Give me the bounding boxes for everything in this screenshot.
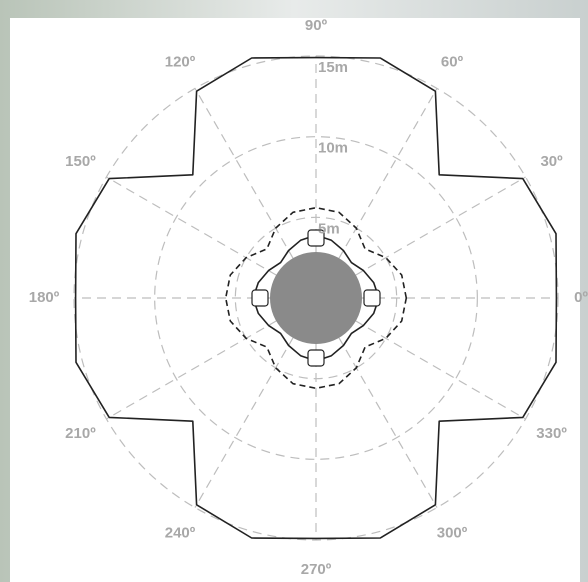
angle-tick-label: 240º [165, 525, 196, 542]
angle-tick-label: 90º [305, 17, 328, 34]
angle-tick-label: 30º [540, 153, 563, 170]
page: 0º 30º 60º 90º 120º 150º 180º 210º 240º 270º 300º 3… [0, 0, 588, 582]
radial-tick-label: 5m [318, 220, 340, 237]
angle-tick-label: 150º [65, 153, 96, 170]
angle-tick-label: 210º [65, 425, 96, 442]
marker [308, 350, 324, 366]
marker [364, 290, 380, 306]
radial-tick-label: 15m [318, 59, 348, 76]
angle-tick-label: 180º [29, 289, 60, 306]
angle-tick-label: 0º [574, 289, 588, 306]
chart: 0º 30º 60º 90º 120º 150º 180º 210º 240º 270º 300º 3… [0, 0, 588, 582]
angle-tick-label: 330º [536, 425, 567, 442]
angle-tick-label: 270º [301, 561, 332, 578]
angle-tick-label: 120º [165, 53, 196, 70]
angle-tick-label: 60º [441, 53, 464, 70]
marker [252, 290, 268, 306]
radial-tick-label: 10m [318, 140, 348, 157]
angle-tick-label: 300º [437, 525, 468, 542]
center-disc [270, 252, 362, 344]
